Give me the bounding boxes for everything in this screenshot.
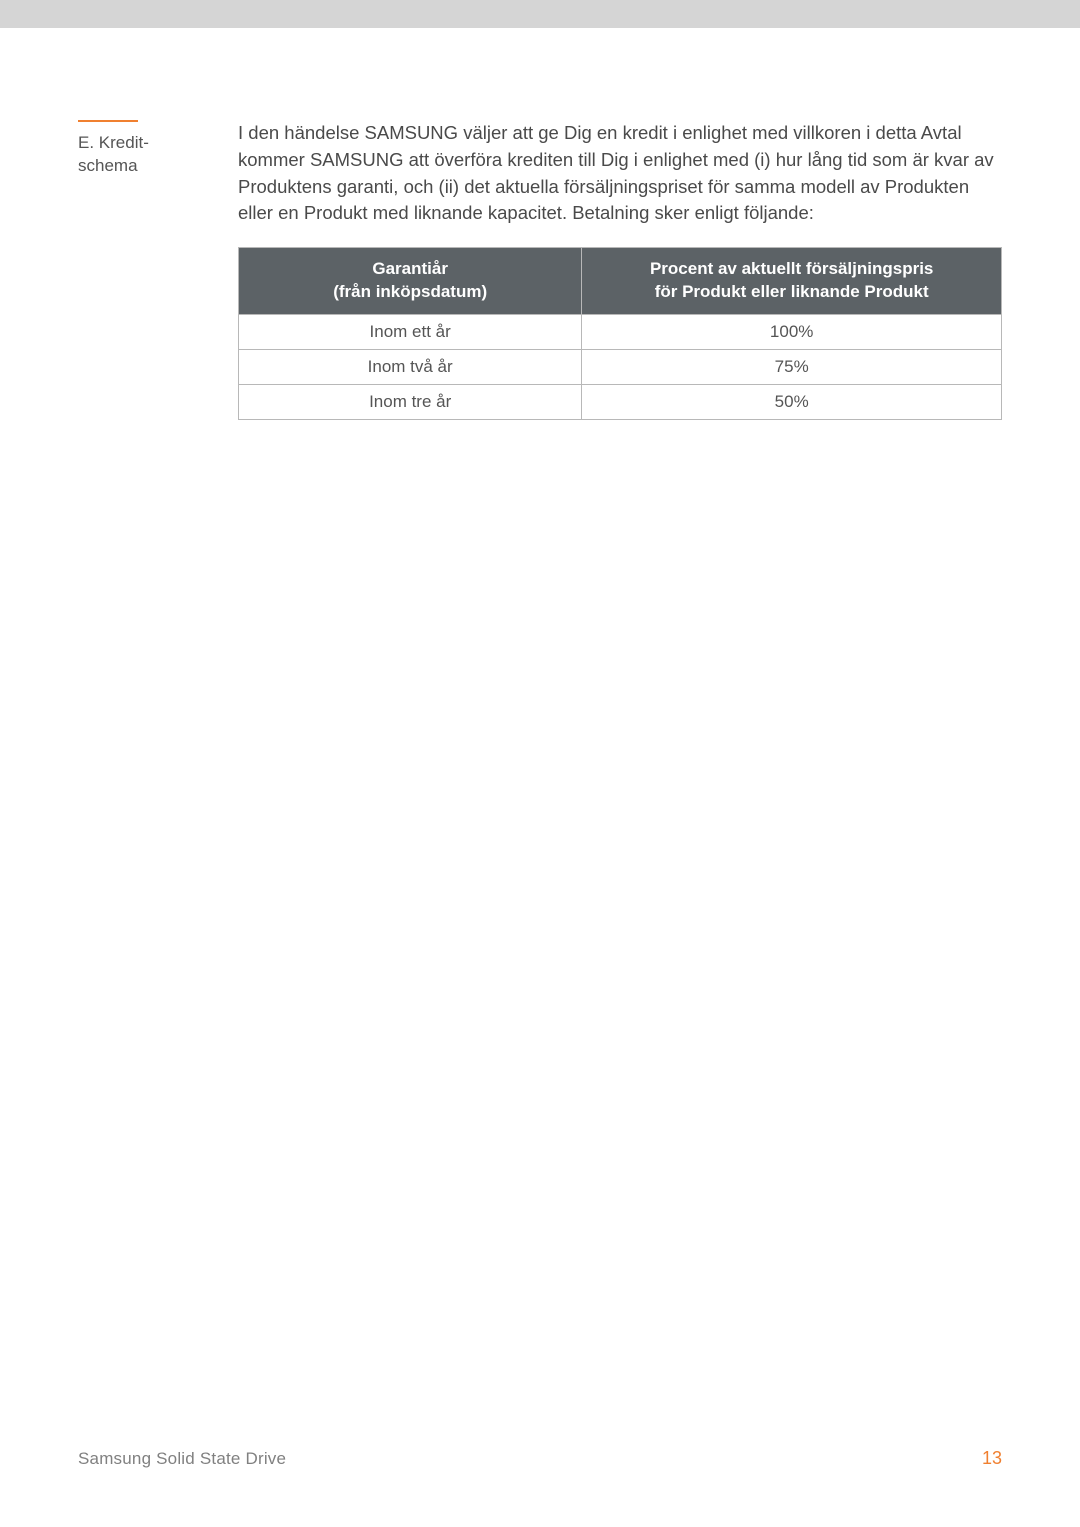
section-sidebar: E. Kredit- schema	[78, 120, 208, 420]
top-bar	[0, 0, 1080, 28]
table-cell: Inom tre år	[239, 385, 582, 420]
table-header-col1-line1: Garantiår	[372, 259, 448, 278]
section-label: E. Kredit- schema	[78, 132, 208, 178]
table-row: Inom två år 75%	[239, 350, 1002, 385]
credit-schedule-table: Garantiår (från inköpsdatum) Procent av …	[238, 247, 1002, 420]
body-paragraph: I den händelse SAMSUNG väljer att ge Dig…	[238, 120, 1002, 227]
table-header-col1-line2: (från inköpsdatum)	[333, 282, 487, 301]
table-header-row: Garantiår (från inköpsdatum) Procent av …	[239, 248, 1002, 315]
table-header-col1: Garantiår (från inköpsdatum)	[239, 248, 582, 315]
page-number: 13	[982, 1448, 1002, 1469]
footer-product-name: Samsung Solid State Drive	[78, 1449, 286, 1469]
table-cell: 100%	[582, 315, 1002, 350]
main-content: I den händelse SAMSUNG väljer att ge Dig…	[238, 120, 1002, 420]
content-region: E. Kredit- schema I den händelse SAMSUNG…	[0, 28, 1080, 420]
table-cell: 75%	[582, 350, 1002, 385]
section-rule	[78, 120, 138, 122]
table-cell: Inom två år	[239, 350, 582, 385]
table-cell: Inom ett år	[239, 315, 582, 350]
table-cell: 50%	[582, 385, 1002, 420]
table-row: Inom tre år 50%	[239, 385, 1002, 420]
table-header-col2-line2: för Produkt eller liknande Produkt	[655, 282, 929, 301]
section-label-line2: schema	[78, 156, 138, 175]
section-label-line1: E. Kredit-	[78, 133, 149, 152]
table-header-col2-line1: Procent av aktuellt försäljningspris	[650, 259, 933, 278]
table-row: Inom ett år 100%	[239, 315, 1002, 350]
table-header-col2: Procent av aktuellt försäljningspris för…	[582, 248, 1002, 315]
page-footer: Samsung Solid State Drive 13	[78, 1448, 1002, 1469]
